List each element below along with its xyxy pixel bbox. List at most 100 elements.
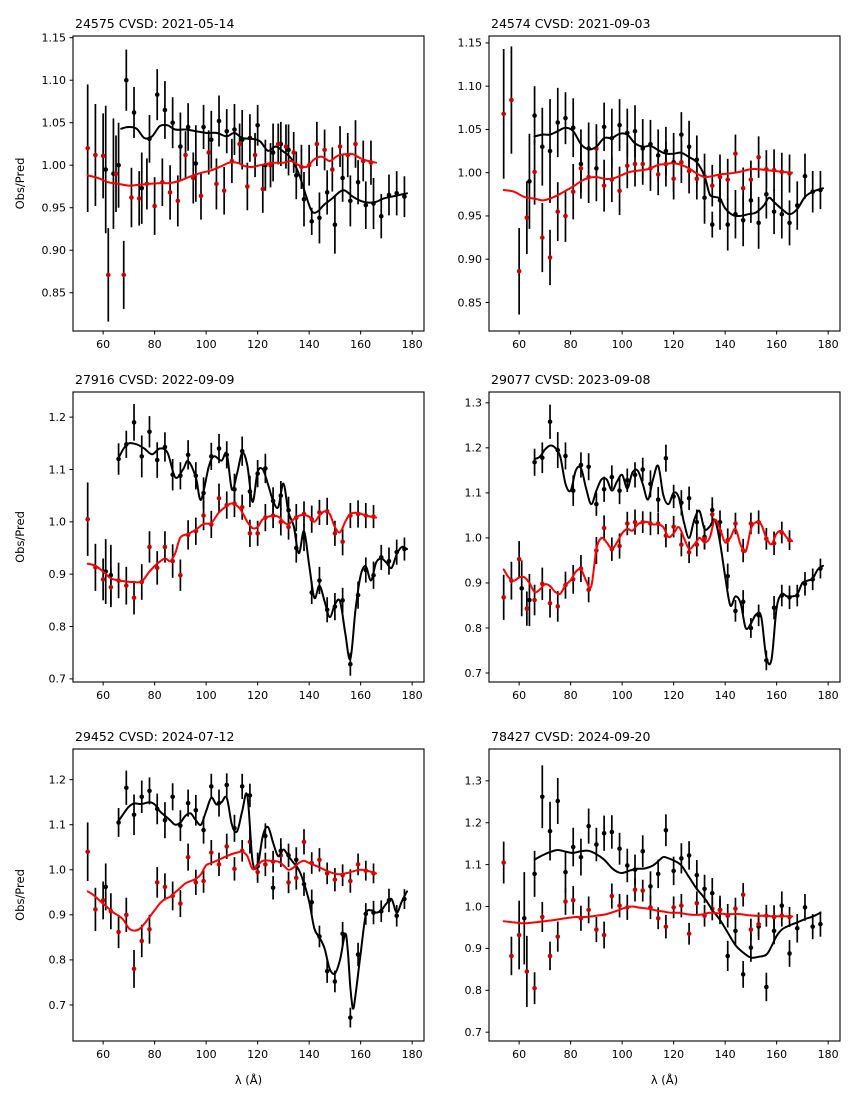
markers-model-red: [85, 495, 376, 601]
y-tick-label: 0.9: [49, 568, 67, 581]
smooth-line-model-red: [86, 502, 378, 584]
smooth-line-observed-black: [533, 126, 824, 218]
markers-model-red: [501, 512, 792, 611]
subplot-title: 24575 CVSD: 2021-05-14: [75, 16, 234, 31]
y-tick-label: 0.9: [465, 942, 483, 955]
smooth-line-observed-black: [533, 849, 822, 959]
errorbars-model-red: [86, 822, 375, 988]
x-tick-label: 180: [402, 338, 423, 351]
x-tick-label: 180: [818, 689, 839, 702]
x-tick-label: 100: [196, 689, 217, 702]
y-tick-label: 0.85: [42, 287, 67, 300]
y-axis-label: Obs/Pred: [13, 869, 27, 921]
smooth-line-model-red: [86, 850, 378, 932]
x-tick-label: 80: [148, 689, 162, 702]
markers-observed-black: [103, 782, 407, 1020]
x-tick-label: 80: [148, 1048, 162, 1061]
x-tick-label: 60: [512, 338, 526, 351]
x-tick-label: 120: [247, 689, 268, 702]
x-tick-label: 140: [299, 689, 320, 702]
errorbars-model-red: [86, 482, 375, 615]
x-tick-label: 180: [818, 1048, 839, 1061]
y-tick-label: 1.1: [49, 819, 67, 832]
x-tick-label: 100: [612, 1048, 633, 1061]
markers-model-red: [501, 860, 792, 991]
y-tick-label: 1.10: [42, 74, 67, 87]
x-tick-label: 60: [96, 689, 110, 702]
y-tick-label: 1.00: [458, 166, 483, 179]
y-tick-label: 0.7: [465, 1026, 483, 1039]
y-tick-label: 1.3: [465, 397, 483, 410]
y-tick-label: 1.05: [458, 123, 483, 136]
errorbars-model-red: [502, 46, 791, 315]
smooth-line-model-red: [502, 162, 794, 202]
x-tick-label: 160: [350, 689, 371, 702]
y-tick-label: 1.10: [458, 80, 483, 93]
y-tick-label: 0.90: [458, 253, 483, 266]
y-tick-label: 1.2: [465, 442, 483, 455]
y-tick-label: 0.8: [465, 984, 483, 997]
y-tick-label: 0.8: [49, 954, 67, 967]
x-tick-label: 160: [766, 689, 787, 702]
x-axis-ticks: 60 80 100 120 140 160 180: [96, 682, 423, 702]
x-tick-label: 80: [148, 338, 162, 351]
y-tick-label: 1.2: [49, 411, 67, 424]
subplot-title: 24574 CVSD: 2021-09-03: [491, 16, 650, 31]
axes-box: [488, 748, 841, 1042]
x-tick-label: 60: [512, 1048, 526, 1061]
y-tick-label: 0.90: [42, 244, 67, 257]
y-tick-label: 1.0: [49, 516, 67, 529]
x-tick-label: 180: [402, 689, 423, 702]
y-axis-ticks: 1.15 1.10 1.05 1.00 0.95 0.90 0.85: [42, 32, 73, 300]
subplot-title: 29077 CVSD: 2023-09-08: [491, 372, 650, 387]
x-tick-label: 80: [564, 338, 578, 351]
y-tick-label: 1.0: [465, 532, 483, 545]
markers-observed-black: [521, 794, 823, 990]
x-tick-label: 120: [247, 1048, 268, 1061]
x-tick-label: 160: [350, 1048, 371, 1061]
y-tick-label: 1.1: [465, 487, 483, 500]
subplot-2: 60 80 100 120 140 160 180 1.15 1.10 1.05 1.00 0.95 0…: [458, 16, 841, 351]
markers-model-red: [85, 141, 374, 278]
markers-observed-black: [103, 77, 407, 228]
errorbars-model-red: [86, 84, 372, 322]
y-tick-label: 0.7: [49, 999, 67, 1012]
y-tick-label: 0.9: [49, 909, 67, 922]
subplot-1: 60 80 100 120 140 160 180 1.15 1.10 1.05 1.00 0.95 0…: [13, 16, 425, 351]
y-tick-label: 1.1: [49, 463, 67, 476]
y-tick-label: 1.0: [465, 900, 483, 913]
y-tick-label: 1.05: [42, 117, 67, 130]
markers-model-red: [85, 839, 376, 972]
markers-observed-black: [527, 113, 823, 227]
subplot-title: 29452 CVSD: 2024-07-12: [75, 729, 234, 744]
x-tick-label: 180: [818, 338, 839, 351]
x-axis-ticks: 60 80 100 120 140 160 180: [512, 1041, 839, 1061]
y-tick-label: 1.15: [42, 32, 67, 45]
smooth-line-model-red: [502, 518, 794, 596]
markers-observed-black: [519, 419, 823, 663]
y-tick-label: 1.3: [465, 775, 483, 788]
y-axis-label: Obs/Pred: [13, 158, 27, 210]
x-tick-label: 140: [715, 689, 736, 702]
axes-box: [72, 391, 425, 683]
axes-box: [72, 748, 425, 1042]
x-tick-label: 80: [564, 689, 578, 702]
y-tick-label: 0.95: [458, 210, 483, 223]
smooth-line-observed-black: [120, 123, 408, 214]
errorbars-model-red: [502, 841, 791, 1008]
x-tick-label: 180: [402, 1048, 423, 1061]
x-tick-label: 140: [299, 338, 320, 351]
x-tick-label: 160: [766, 338, 787, 351]
x-tick-label: 140: [715, 338, 736, 351]
y-axis-ticks: 1.2 1.1 1.0 0.9 0.8 0.7: [49, 411, 73, 686]
y-axis-ticks: 1.2 1.1 1.0 0.9 0.8 0.7: [49, 773, 73, 1012]
y-tick-label: 0.7: [465, 667, 483, 680]
subplot-4: 60 80 100 120 140 160 180 1.3 1.2 1.1 1.0 0.9 0.8 0.7…: [465, 372, 841, 702]
x-tick-label: 100: [196, 1048, 217, 1061]
x-tick-label: 140: [299, 1048, 320, 1061]
y-tick-label: 0.95: [42, 202, 67, 215]
x-tick-label: 120: [663, 1048, 684, 1061]
x-tick-label: 160: [766, 1048, 787, 1061]
y-axis-label: Obs/Pred: [13, 511, 27, 563]
x-tick-label: 120: [663, 338, 684, 351]
